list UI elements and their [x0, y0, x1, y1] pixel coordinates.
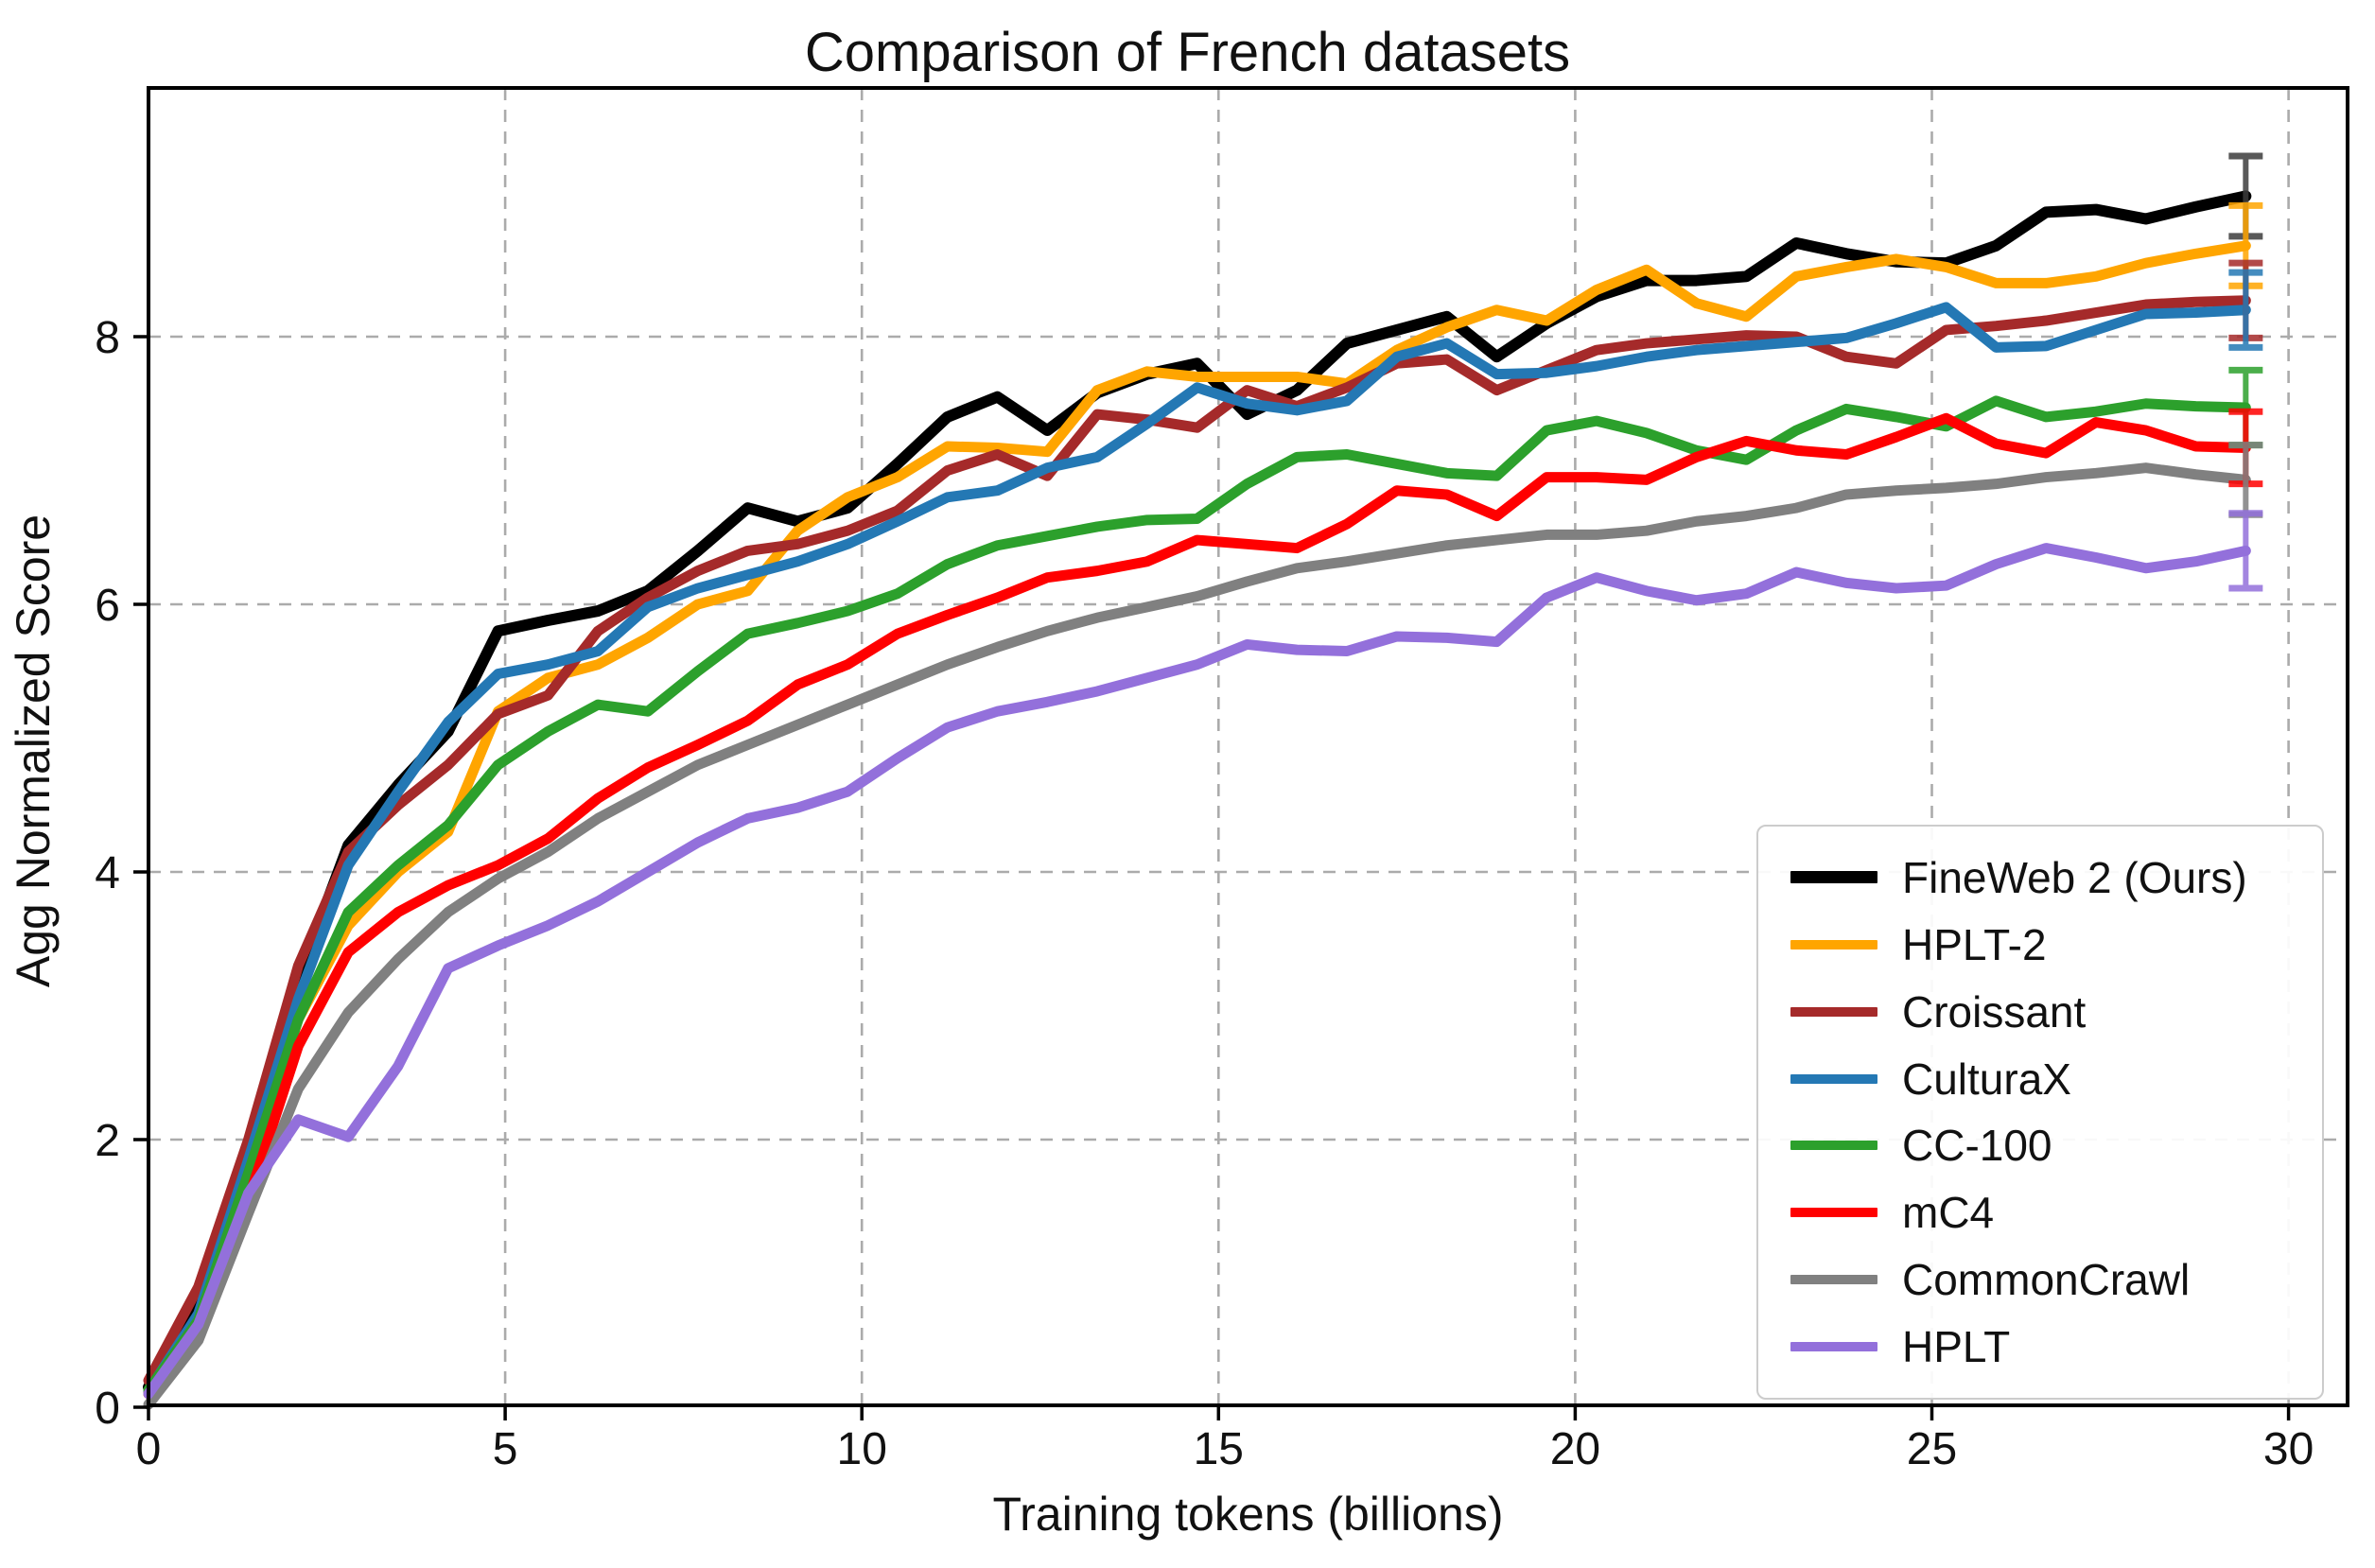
legend-label: mC4 [1902, 1188, 1995, 1238]
legend-swatch-mc4 [1790, 1208, 1877, 1218]
legend-item: HPLT-2 [1758, 919, 2322, 970]
legend-swatch-cc100 [1790, 1141, 1877, 1151]
x-tick-label: 0 [136, 1424, 162, 1474]
legend-item: Croissant [1758, 986, 2322, 1037]
legend: FineWeb 2 (Ours) HPLT-2 Croissant Cultur… [1756, 825, 2324, 1400]
series-line-7 [143, 543, 2251, 1400]
y-axis-label: Agg Normalized Score [7, 514, 60, 988]
legend-item: mC4 [1758, 1187, 2322, 1238]
series-line-2 [143, 295, 2251, 1386]
legend-label: CC-100 [1902, 1121, 2052, 1171]
plot-border [147, 86, 2349, 1407]
y-tick-label: 0 [95, 1384, 120, 1434]
legend-label: CommonCrawl [1902, 1255, 2191, 1305]
x-axis-label: Training tokens (billions) [992, 1488, 1504, 1541]
x-tick-label: 25 [1907, 1424, 1957, 1474]
legend-swatch-hplt2 [1790, 939, 1877, 950]
x-tick-label: 10 [837, 1424, 887, 1474]
series-line-6 [143, 462, 2251, 1410]
legend-swatch-croissant [1790, 1006, 1877, 1017]
y-tick-label: 4 [95, 848, 120, 898]
legend-item: CulturaX [1758, 1054, 2322, 1105]
y-tick-label: 2 [95, 1116, 120, 1166]
chart-title: Comparison of French datasets [804, 22, 1571, 83]
y-tick-label: 6 [95, 581, 120, 631]
legend-label: HPLT-2 [1902, 919, 2047, 969]
x-tick-label: 30 [2263, 1424, 2314, 1474]
legend-item: CommonCrawl [1758, 1254, 2322, 1305]
legend-swatch-culturax [1790, 1073, 1877, 1084]
legend-label: Croissant [1902, 986, 2087, 1037]
legend-item: FineWeb 2 (Ours) [1758, 852, 2322, 903]
legend-item: CC-100 [1758, 1120, 2322, 1171]
errorbar-7 [2228, 510, 2263, 592]
legend-item: HPLT [1758, 1321, 2322, 1372]
series-line-4 [143, 395, 2251, 1396]
legend-swatch-fineweb2 [1790, 871, 1877, 884]
series-line-5 [143, 412, 2251, 1400]
x-tick-label: 5 [493, 1424, 518, 1474]
legend-label: HPLT [1902, 1322, 2011, 1371]
legend-swatch-hplt [1790, 1342, 1877, 1351]
legend-label: FineWeb 2 (Ours) [1902, 852, 2247, 902]
x-tick-label: 15 [1194, 1424, 1244, 1474]
series-line-3 [143, 302, 2251, 1397]
errorbar-3 [2228, 269, 2263, 351]
legend-swatch-commoncrawl [1790, 1275, 1877, 1285]
legend-label: CulturaX [1902, 1054, 2071, 1104]
x-tick-label: 20 [1550, 1424, 1600, 1474]
y-tick-label: 8 [95, 313, 120, 363]
